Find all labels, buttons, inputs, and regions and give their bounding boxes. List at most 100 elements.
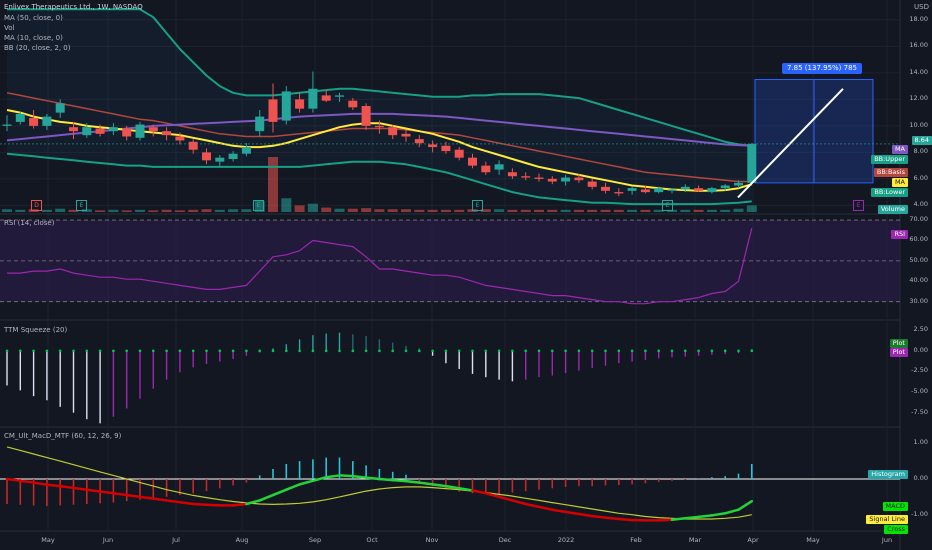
candle-body (481, 165, 491, 173)
volume-bar (334, 208, 345, 212)
candle-body (507, 172, 517, 177)
volume-bar (680, 209, 691, 212)
volume-bar (374, 209, 385, 212)
volume-bar (121, 210, 132, 212)
volume-bar (268, 157, 278, 212)
candle-body (667, 189, 677, 191)
candle-body (69, 127, 78, 132)
earnings-marker-2[interactable]: E (253, 200, 264, 211)
price-axis-tick: 14.00 (909, 67, 928, 76)
indicator-bb-label[interactable]: BB (20, close, 2, 0) (4, 44, 71, 52)
volume-bar (281, 198, 292, 212)
time-axis-tick: Mar (688, 536, 702, 544)
time-axis-tick: Jul (172, 536, 180, 544)
volume-bar (228, 209, 239, 212)
volume-bar (480, 209, 491, 212)
measure-label: 7.85 (137.95%) 785 (782, 63, 863, 74)
ttm-axis-tick: 2.50 (913, 325, 928, 334)
earnings-marker-future[interactable]: E (853, 200, 864, 211)
candle-body (202, 152, 211, 161)
candle-body (215, 157, 225, 162)
macd-line-segment (497, 495, 514, 502)
candle-body (374, 125, 384, 128)
ttm-squeeze-dot (58, 349, 62, 353)
volume-bar (494, 209, 505, 212)
indicator-ma50-label[interactable]: MA (50, close, 0) (4, 14, 63, 22)
ttm-squeeze-dot (98, 349, 102, 353)
candle-body (454, 149, 464, 158)
volume-bar (746, 205, 757, 212)
macd-axis-tick: -1.00 (911, 509, 928, 518)
dividend-marker[interactable]: D (31, 200, 42, 211)
macd-tag: MACD (882, 502, 908, 511)
macd-axis-tick: 0.00 (913, 474, 928, 482)
candle-body (401, 133, 411, 137)
time-axis-tick: Sep (308, 536, 322, 544)
earnings-marker-1[interactable]: E (76, 200, 87, 211)
candle-body (122, 128, 132, 137)
currency-label: USD (914, 3, 929, 11)
candle-body (521, 176, 531, 178)
macd-line-segment (537, 505, 554, 511)
ttm-squeeze-dot (497, 349, 501, 353)
candle-body (148, 127, 158, 132)
candle-body (654, 188, 664, 193)
ttm-squeeze-dot (152, 349, 155, 353)
candle-body (734, 182, 743, 186)
volume-bar (55, 208, 66, 212)
candle-body (2, 124, 12, 126)
candle-body (707, 188, 717, 193)
ttm-squeeze-dot (750, 349, 754, 353)
candle-body (255, 116, 265, 132)
volume-bar (2, 209, 12, 212)
time-axis-tick: May (806, 536, 820, 544)
candle-body (108, 127, 118, 132)
rsi-line (7, 228, 753, 305)
volume-bar (640, 209, 651, 212)
ttm-squeeze-dot (72, 349, 75, 353)
macd-line-segment (590, 514, 607, 519)
candle-body (82, 127, 92, 136)
macd-line-segment (231, 502, 248, 507)
ttm-squeeze-dot (258, 349, 262, 353)
indicator-vol-label[interactable]: Vol (4, 24, 15, 32)
candle-body (281, 91, 291, 121)
macd-line-segment (670, 517, 687, 521)
ttm-squeeze-dot (298, 349, 301, 353)
price-axis-tick: 16.00 (909, 41, 928, 50)
macd-signal-line (6, 446, 752, 520)
volume-bar (148, 210, 159, 212)
bb-lower-line (6, 152, 752, 206)
ttm-pane-title[interactable]: TTM Squeeze (20) (4, 326, 68, 334)
macd-line-segment (152, 497, 168, 502)
signal-line-tag: Signal Line (866, 515, 908, 524)
chart-title: Enlivex Therapeutics Ltd., 1W, NASDAQ (4, 3, 143, 11)
indicator-ma10-label[interactable]: MA (10, close, 0) (4, 34, 63, 42)
macd-axis-tick: 1.00 (913, 438, 928, 447)
macd-line-segment (191, 502, 208, 506)
macd-line-segment (19, 479, 35, 484)
macd-pane-title[interactable]: CM_Ult_MacD_MTF (60, 12, 26, 9) (4, 432, 122, 440)
time-axis-tick: Feb (630, 536, 642, 544)
ttm-squeeze-dot (644, 349, 647, 353)
volume-bar (108, 209, 119, 212)
plot-tag-1: Plot (889, 339, 908, 348)
rsi-tag: RSI (891, 230, 908, 239)
earnings-marker-4[interactable]: E (662, 200, 673, 211)
rsi-pane-title[interactable]: RSI (14, close) (4, 219, 55, 227)
bb-lower-tag: BB:Lower (871, 188, 908, 197)
ttm-squeeze-dot (670, 349, 674, 353)
candle-body (747, 143, 757, 183)
candle-body (468, 157, 477, 166)
volume-bar (214, 209, 225, 212)
candle-body (228, 153, 238, 159)
candle-body (162, 131, 172, 136)
ttm-squeeze-dot (165, 349, 168, 353)
earnings-marker-3[interactable]: E (472, 200, 483, 211)
ttm-squeeze-dot (551, 349, 554, 353)
volume-bar (401, 209, 411, 212)
volume-bar (68, 209, 79, 212)
time-axis-tick: Jun (102, 536, 114, 544)
